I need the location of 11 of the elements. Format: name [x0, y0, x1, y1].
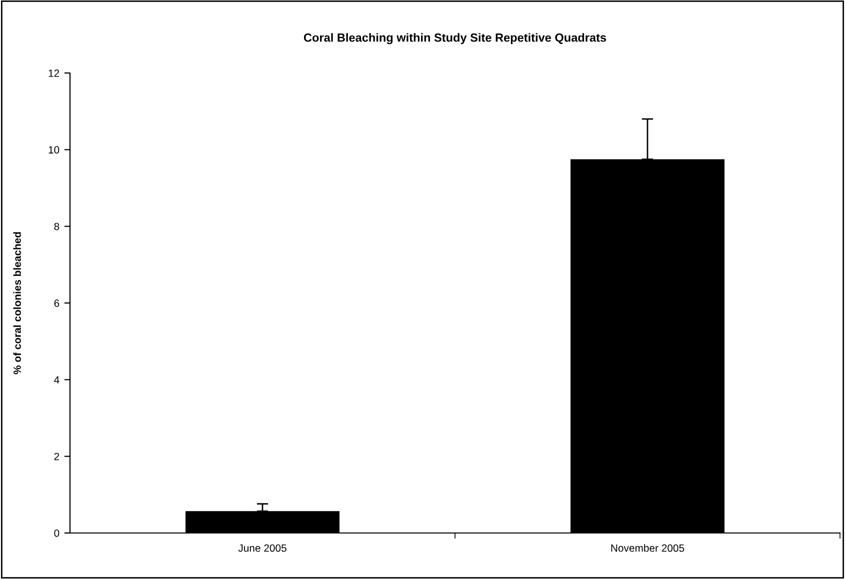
y-tick-label: 12 — [48, 70, 60, 77]
y-tick-label: 10 — [48, 146, 60, 154]
y-tick-label: 2 — [54, 452, 60, 460]
chart-title: Coral Bleaching within Study Site Repetitive Quadrats — [304, 33, 606, 44]
x-tick-label: June 2005 — [238, 544, 286, 552]
y-tick-label: 4 — [54, 376, 60, 384]
y-tick-label: 0 — [54, 530, 60, 537]
x-tick-label: November 2005 — [611, 544, 684, 552]
y-axis-title: % of coral colonies bleached — [13, 232, 21, 374]
y-tick-label: 6 — [54, 300, 60, 307]
y-tick-label: 8 — [54, 222, 60, 230]
